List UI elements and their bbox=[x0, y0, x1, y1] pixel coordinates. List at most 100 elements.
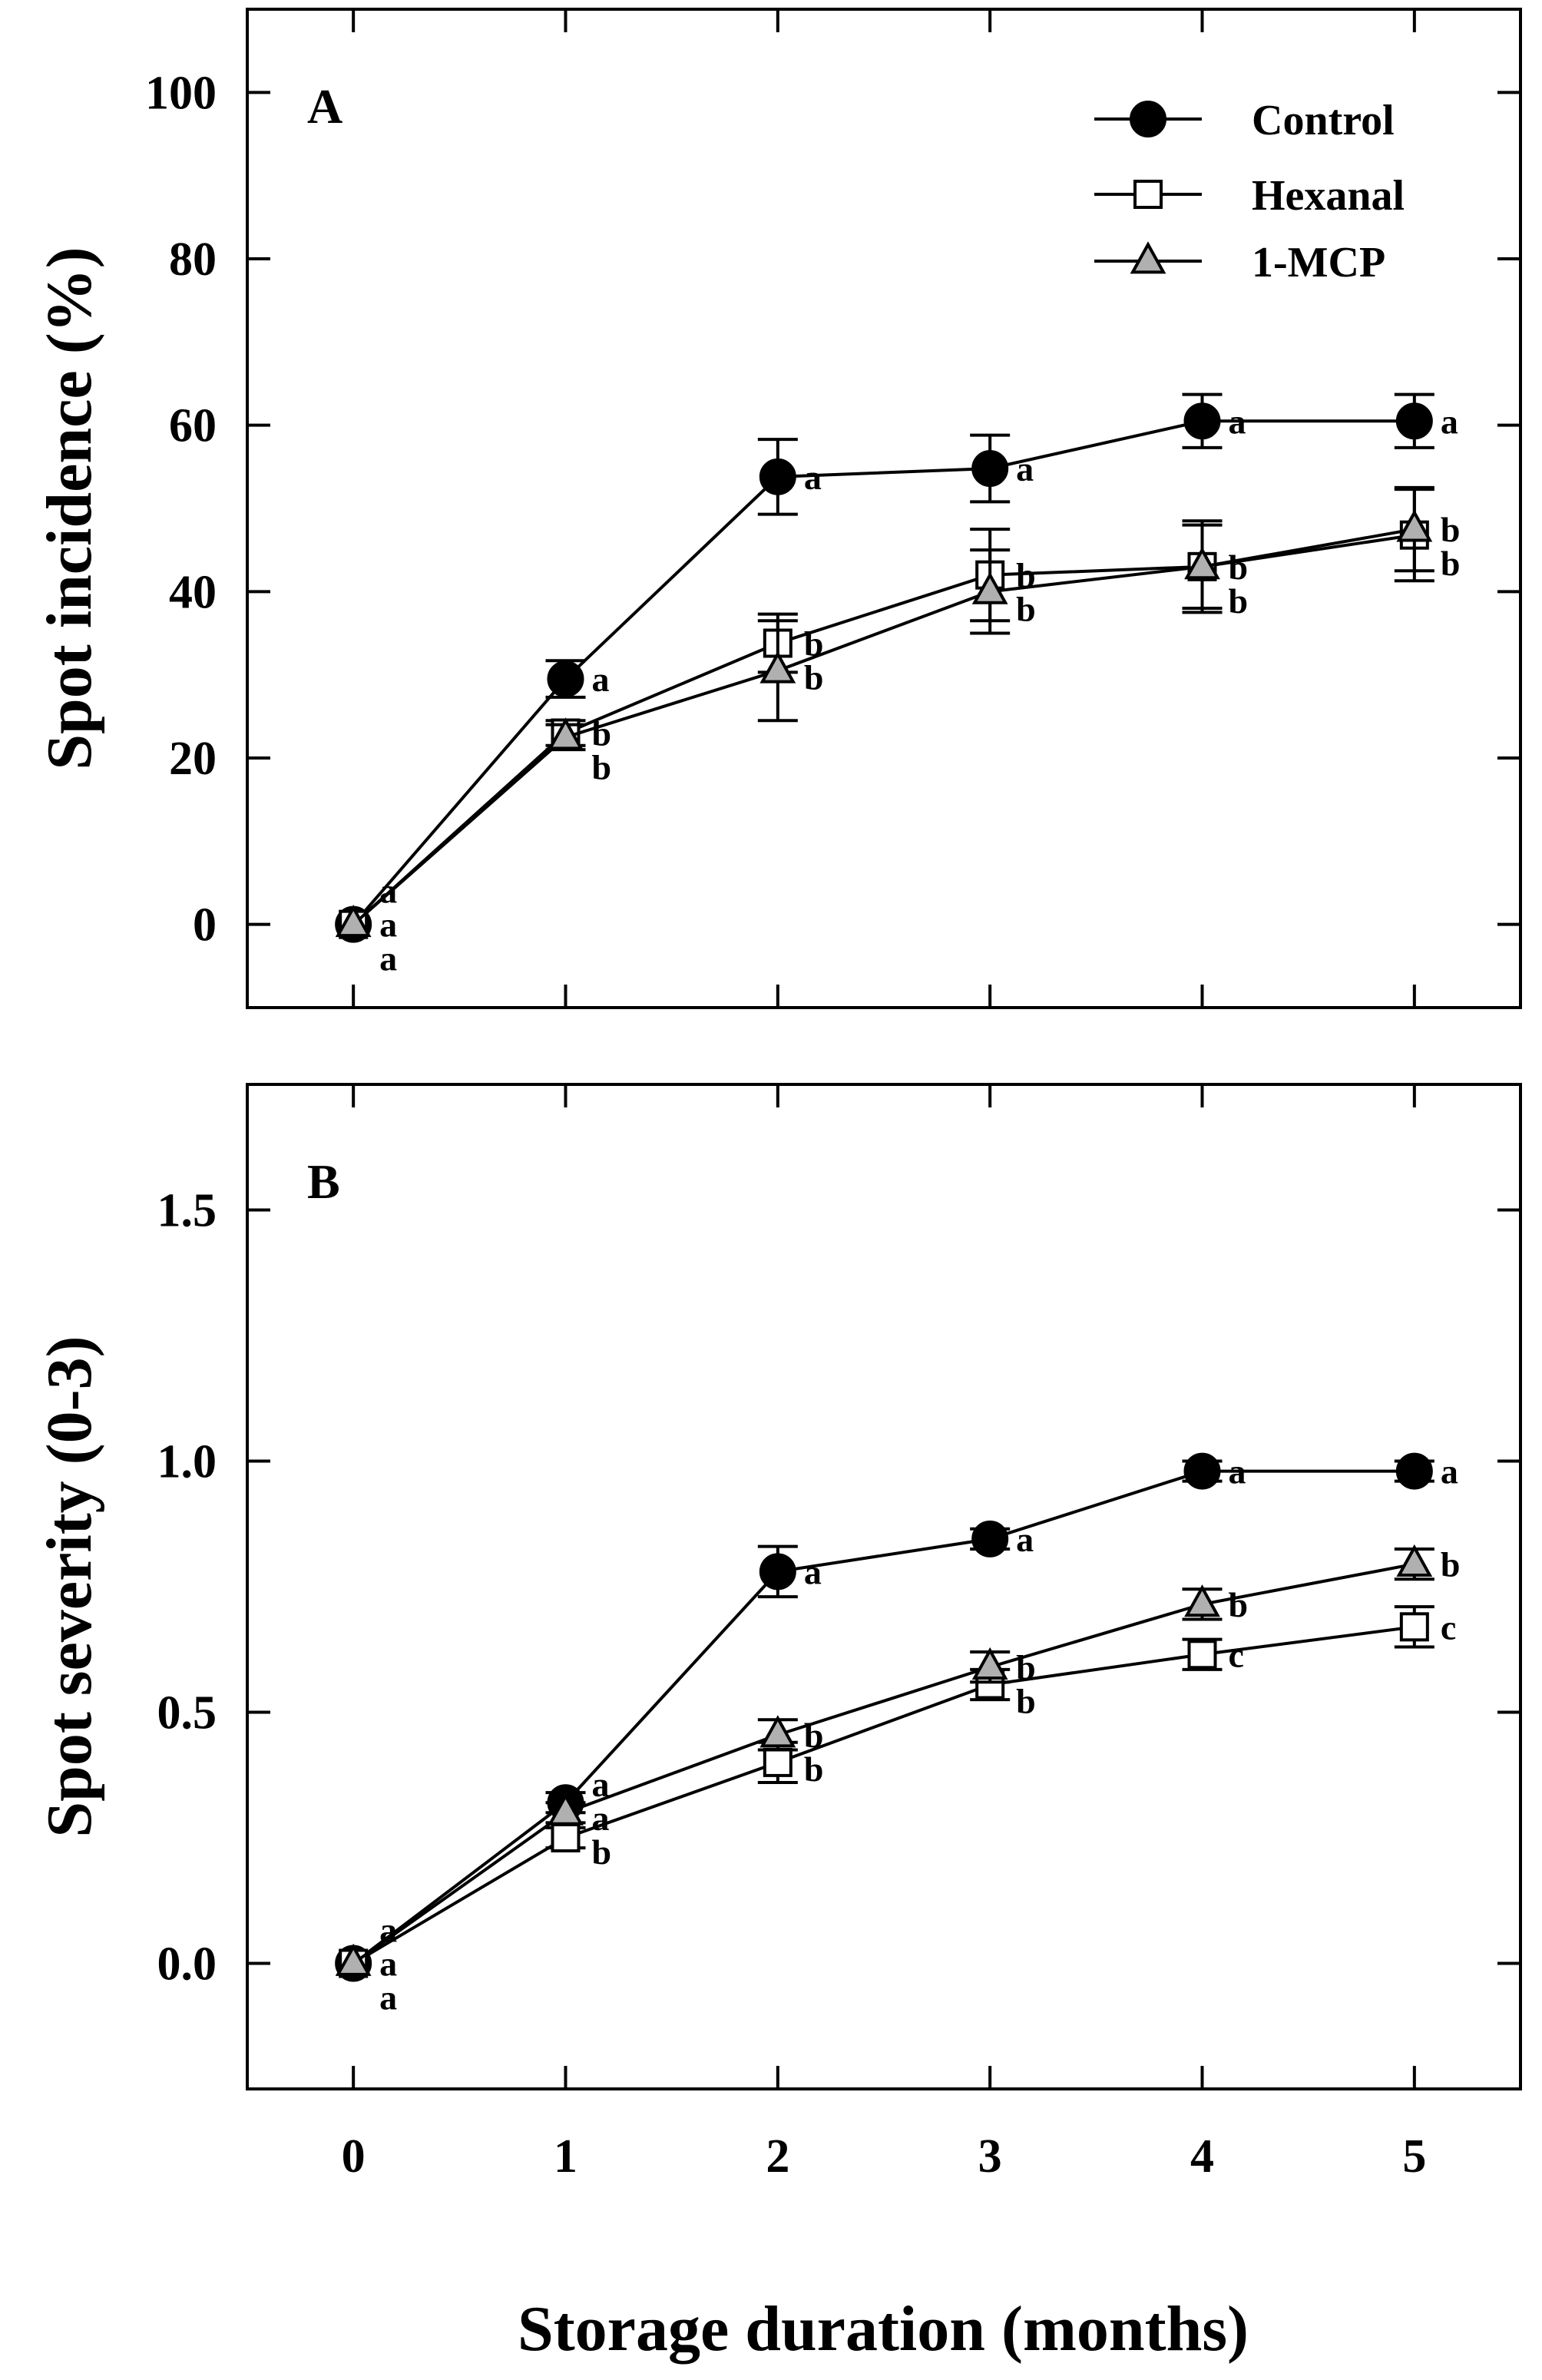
y-tick-label: 60 bbox=[169, 400, 217, 452]
data-point-control bbox=[1183, 402, 1221, 440]
legend-label: Hexanal bbox=[1252, 172, 1405, 220]
significance-label-1-mcp: b bbox=[804, 658, 824, 697]
data-point-control bbox=[971, 1520, 1009, 1557]
significance-label-1-mcp: b bbox=[1016, 590, 1036, 629]
series-line-control bbox=[352, 419, 1415, 925]
data-point-hexanal bbox=[763, 1747, 793, 1777]
y-tick-label: 1.5 bbox=[157, 1185, 217, 1237]
y-tick-label: 100 bbox=[145, 67, 217, 119]
significance-label-hexanal: c bbox=[1441, 1607, 1456, 1647]
significance-label-hexanal: b bbox=[1016, 556, 1036, 595]
data-point-1-mcp bbox=[548, 1792, 584, 1826]
legend-label: Control bbox=[1252, 97, 1395, 144]
significance-label-hexanal: b bbox=[1229, 548, 1249, 587]
significance-label-control: a bbox=[379, 872, 397, 911]
x-tick-label: 4 bbox=[1190, 2130, 1214, 2183]
significance-label-hexanal: a bbox=[379, 1945, 397, 1984]
legend-entry-1-mcp: 1-MCP bbox=[1094, 239, 1385, 286]
x-axis-title: Storage duration (months) bbox=[518, 2293, 1249, 2365]
data-point-control bbox=[547, 660, 584, 698]
significance-label-1-mcp: b bbox=[804, 1716, 824, 1755]
legend-entry-control: Control bbox=[1094, 97, 1395, 144]
legend-label: 1-MCP bbox=[1252, 239, 1385, 286]
significance-label-1-mcp: a bbox=[379, 939, 397, 978]
significance-label-hexanal: c bbox=[1229, 1635, 1244, 1674]
series-line-control bbox=[352, 1469, 1415, 1965]
series-1-mcp bbox=[335, 1544, 1434, 1976]
data-point-hexanal bbox=[551, 1823, 581, 1852]
data-point-control bbox=[1183, 1452, 1221, 1490]
significance-label-control: a bbox=[592, 1765, 610, 1804]
y-tick-label: 80 bbox=[169, 233, 217, 286]
significance-label-1-mcp: b bbox=[1441, 1545, 1461, 1584]
significance-label-control: a bbox=[1441, 1452, 1458, 1491]
data-point-hexanal bbox=[1187, 1640, 1217, 1670]
significance-label-hexanal: b bbox=[804, 624, 824, 664]
series-control bbox=[335, 1452, 1434, 1982]
significance-label-hexanal: b bbox=[804, 1749, 824, 1789]
significance-label-1-mcp: b bbox=[1441, 510, 1461, 549]
series-line-1-mcp bbox=[352, 528, 1415, 926]
significance-label-1-mcp: b bbox=[1016, 1648, 1036, 1687]
significance-label-control: a bbox=[1441, 402, 1458, 441]
legend-marker-1-mcp bbox=[1130, 241, 1166, 274]
series-hexanal bbox=[339, 1605, 1434, 1978]
y-tick-label: 1.0 bbox=[157, 1436, 217, 1488]
series-line-hexanal bbox=[352, 533, 1415, 926]
legend-entry-hexanal: Hexanal bbox=[1094, 172, 1405, 220]
significance-label-control: a bbox=[804, 458, 822, 497]
y-tick-label: 0 bbox=[193, 899, 217, 952]
plot-frame bbox=[246, 8, 1522, 1009]
y-tick-label: 0.5 bbox=[157, 1687, 217, 1739]
data-point-1-mcp bbox=[1396, 1544, 1433, 1577]
data-point-1-mcp bbox=[759, 650, 796, 684]
significance-label-control: a bbox=[1016, 449, 1034, 488]
data-point-control bbox=[759, 1553, 796, 1591]
series-control bbox=[335, 392, 1434, 943]
significance-label-1-mcp: b bbox=[1229, 1585, 1249, 1624]
significance-label-1-mcp: b bbox=[592, 748, 612, 787]
legend: Control Hexanal 1-MCP bbox=[1094, 97, 1405, 286]
data-point-control bbox=[1395, 402, 1433, 440]
data-point-control bbox=[1395, 1452, 1433, 1490]
legend-marker-hexanal bbox=[1133, 180, 1163, 209]
significance-label-hexanal: b bbox=[592, 1832, 612, 1872]
data-point-hexanal bbox=[1399, 1612, 1429, 1642]
significance-label-control: a bbox=[1229, 402, 1246, 441]
data-point-1-mcp bbox=[335, 904, 372, 938]
y-tick-label: 20 bbox=[169, 733, 217, 785]
series-line-hexanal bbox=[352, 1625, 1415, 1965]
x-tick-label: 1 bbox=[554, 2130, 577, 2183]
significance-label-control: a bbox=[592, 660, 610, 699]
significance-label-hexanal: a bbox=[379, 905, 397, 945]
x-tick-label: 3 bbox=[978, 2130, 1002, 2183]
panel-letter: A bbox=[307, 79, 342, 134]
significance-label-1-mcp: a bbox=[379, 1978, 397, 2018]
significance-label-hexanal: b bbox=[1016, 1682, 1036, 1721]
y-axis-title: Spot severity (0-3) bbox=[34, 1336, 105, 1837]
significance-label-1-mcp: a bbox=[592, 1799, 610, 1838]
data-point-control bbox=[971, 450, 1009, 487]
significance-label-hexanal: b bbox=[1441, 544, 1461, 583]
data-point-1-mcp bbox=[1184, 1584, 1220, 1617]
data-point-1-mcp bbox=[971, 571, 1008, 604]
significance-label-control: a bbox=[1229, 1452, 1246, 1491]
panel-letter: B bbox=[307, 1154, 340, 1209]
significance-label-control: a bbox=[379, 1911, 397, 1950]
y-tick-label: 40 bbox=[169, 566, 217, 618]
data-point-control bbox=[759, 458, 796, 495]
y-axis-title: Spot incidence (%) bbox=[34, 247, 105, 770]
data-point-1-mcp bbox=[971, 1647, 1008, 1680]
series-1-mcp bbox=[335, 485, 1434, 938]
plot-frame bbox=[246, 1083, 1522, 2090]
data-point-1-mcp bbox=[548, 717, 584, 750]
y-tick-label: 0.0 bbox=[157, 1938, 217, 1991]
x-tick-label: 5 bbox=[1402, 2130, 1426, 2183]
significance-label-hexanal: b bbox=[592, 714, 612, 753]
significance-label-1-mcp: b bbox=[1229, 581, 1249, 621]
x-tick-label: 2 bbox=[766, 2130, 789, 2183]
series-hexanal bbox=[339, 488, 1434, 939]
